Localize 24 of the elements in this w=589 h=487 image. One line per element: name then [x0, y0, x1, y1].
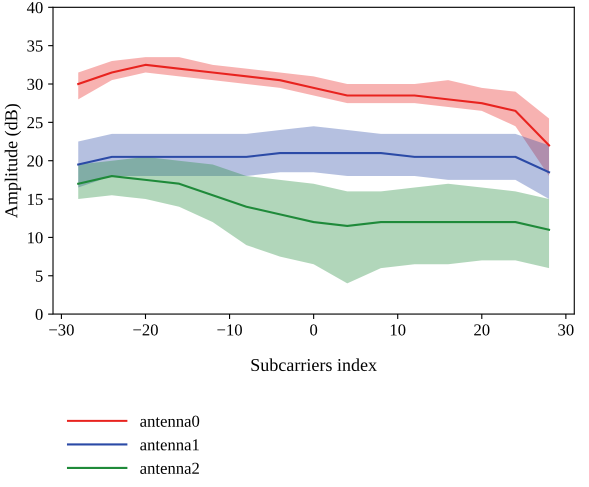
x-tick-label: 30	[558, 324, 574, 336]
legend-label: antenna0	[140, 416, 200, 427]
y-axis-title: Amplitude (dB)	[4, 104, 22, 218]
x-tick-label: 0	[310, 324, 318, 336]
x-tick-label: −10	[217, 324, 242, 336]
y-tick-label: 10	[28, 232, 43, 244]
x-axis-title: Subcarriers index	[251, 358, 377, 372]
x-tick-label: −30	[49, 324, 74, 336]
line-series	[77, 64, 550, 146]
y-tick-label: 0	[36, 308, 43, 320]
y-tick-label: 20	[27, 155, 43, 167]
y-tick-label: 15	[28, 194, 43, 206]
y-tick-label: 35	[27, 40, 43, 52]
x-tick-label: 10	[390, 324, 406, 336]
legend-label: antenna2	[140, 462, 199, 474]
x-tick-label: −20	[133, 324, 158, 336]
line-series	[77, 152, 550, 174]
legend-label: antenna1	[140, 439, 199, 450]
line-series	[77, 175, 550, 231]
y-tick-label: 25	[27, 117, 43, 128]
y-tick-label: 5	[36, 270, 43, 282]
y-tick-label: 40	[26, 2, 43, 14]
x-tick-label: 20	[474, 324, 490, 336]
y-tick-label: 30	[27, 78, 43, 90]
